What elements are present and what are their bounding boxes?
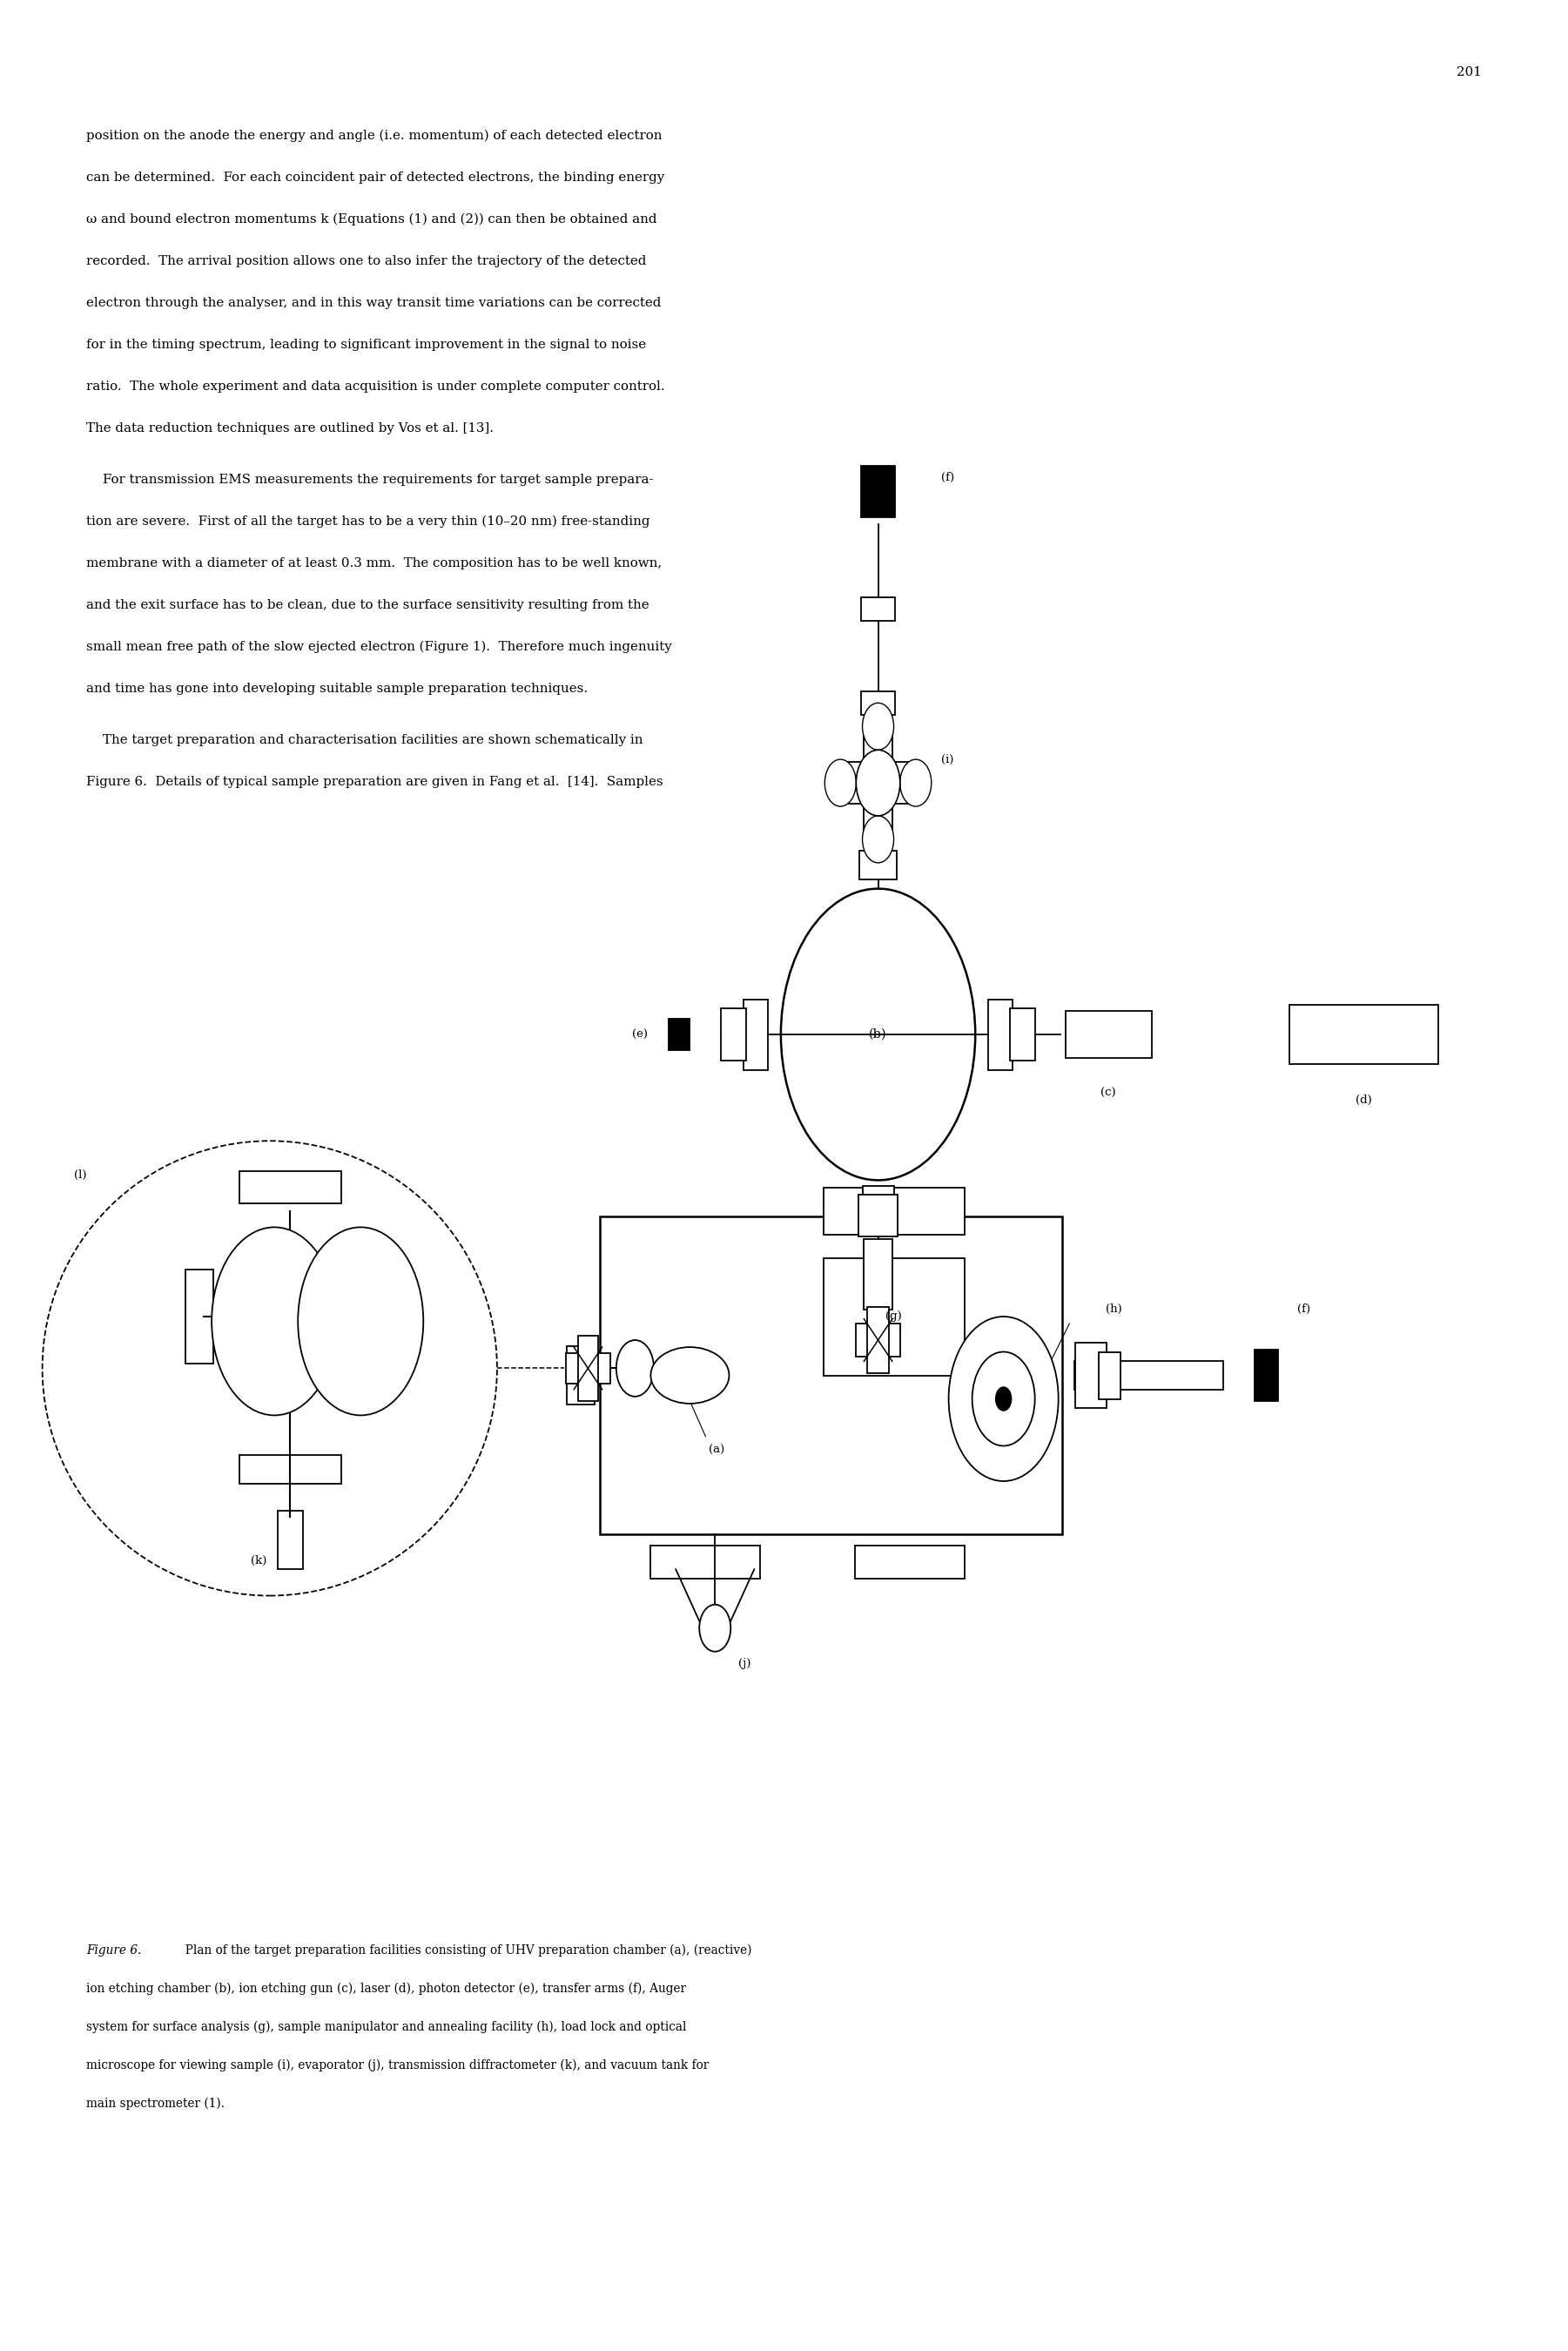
Bar	[1066, 1011, 1151, 1058]
Circle shape	[298, 1227, 423, 1415]
Text: membrane with a diameter of at least 0.3 mm.  The composition has to be well kno: membrane with a diameter of at least 0.3…	[86, 557, 662, 569]
Bar	[238, 1455, 340, 1483]
Text: Plan of the target preparation facilities consisting of UHV preparation chamber : Plan of the target preparation facilitie…	[177, 1944, 751, 1956]
Bar	[867, 1307, 889, 1373]
Text: (j): (j)	[739, 1657, 751, 1669]
Bar	[1289, 1006, 1438, 1063]
Circle shape	[996, 1387, 1011, 1411]
Text: for in the timing spectrum, leading to significant improvement in the signal to : for in the timing spectrum, leading to s…	[86, 339, 646, 350]
Text: (d): (d)	[1356, 1096, 1372, 1105]
Bar	[1074, 1342, 1105, 1408]
Bar	[988, 999, 1013, 1070]
Text: ion etching chamber (b), ion etching gun (c), laser (d), photon detector (e), tr: ion etching chamber (b), ion etching gun…	[86, 1982, 687, 1996]
Bar	[601, 1218, 1062, 1535]
Bar	[823, 1258, 964, 1375]
Text: (f): (f)	[941, 473, 953, 482]
Circle shape	[227, 1251, 321, 1392]
Bar	[743, 999, 768, 1070]
Ellipse shape	[42, 1140, 497, 1596]
Circle shape	[616, 1340, 654, 1396]
Bar	[862, 1187, 894, 1211]
Text: small mean free path of the slow ejected electron (Figure 1).  Therefore much in: small mean free path of the slow ejected…	[86, 642, 673, 654]
Bar	[823, 1187, 964, 1234]
Text: (e): (e)	[632, 1030, 648, 1039]
Bar	[1010, 1009, 1035, 1060]
Bar	[855, 1547, 964, 1580]
Text: For transmission EMS measurements the requirements for target sample prepara-: For transmission EMS measurements the re…	[86, 473, 654, 487]
Circle shape	[862, 703, 894, 750]
Bar	[568, 1345, 594, 1406]
Bar	[1098, 1352, 1120, 1399]
Circle shape	[212, 1227, 337, 1415]
Text: Figure 6.: Figure 6.	[86, 1944, 141, 1956]
Text: ω and bound electron momentums k (Equations (1) and (2)) can then be obtained an: ω and bound electron momentums k (Equati…	[86, 214, 657, 226]
Bar	[861, 691, 895, 715]
Text: (l): (l)	[74, 1168, 86, 1180]
Text: system for surface analysis (g), sample manipulator and annealing facility (h), : system for surface analysis (g), sample …	[86, 2022, 687, 2034]
Bar	[566, 1354, 610, 1382]
Text: The data reduction techniques are outlined by Vos et al. [13].: The data reduction techniques are outlin…	[86, 423, 494, 435]
Text: (k): (k)	[251, 1554, 267, 1566]
Text: tion are severe.  First of all the target has to be a very thin (10–20 nm) free-: tion are severe. First of all the target…	[86, 515, 651, 529]
Bar	[1074, 1361, 1223, 1389]
Bar	[185, 1270, 213, 1364]
Text: (g): (g)	[886, 1312, 902, 1321]
Text: recorded.  The arrival position allows one to also infer the trajectory of the d: recorded. The arrival position allows on…	[86, 254, 646, 268]
Bar	[577, 1335, 597, 1401]
Bar	[861, 597, 895, 621]
Bar	[238, 1171, 340, 1204]
Text: position on the anode the energy and angle (i.e. momentum) of each detected elec: position on the anode the energy and ang…	[86, 129, 662, 141]
Text: (a): (a)	[709, 1446, 724, 1455]
Text: (c): (c)	[1101, 1089, 1116, 1098]
Bar	[668, 1018, 690, 1049]
Text: ratio.  The whole experiment and data acquisition is under complete computer con: ratio. The whole experiment and data acq…	[86, 381, 665, 393]
Ellipse shape	[651, 1347, 729, 1404]
Circle shape	[862, 816, 894, 863]
Bar	[864, 1239, 892, 1310]
Text: and the exit surface has to be clean, due to the surface sensitivity resulting f: and the exit surface has to be clean, du…	[86, 600, 649, 611]
Text: main spectrometer (1).: main spectrometer (1).	[86, 2097, 224, 2111]
Circle shape	[825, 759, 856, 806]
Text: electron through the analyser, and in this way transit time variations can be co: electron through the analyser, and in th…	[86, 296, 662, 308]
Bar	[856, 1324, 900, 1357]
Text: Figure 6.  Details of typical sample preparation are given in Fang et al.  [14].: Figure 6. Details of typical sample prep…	[86, 776, 663, 788]
Circle shape	[856, 750, 900, 816]
Text: microscope for viewing sample (i), evaporator (j), transmission diffractometer (: microscope for viewing sample (i), evapo…	[86, 2059, 709, 2071]
Bar	[864, 726, 892, 839]
Circle shape	[699, 1603, 731, 1650]
Text: and time has gone into developing suitable sample preparation techniques.: and time has gone into developing suitab…	[86, 682, 588, 696]
Circle shape	[900, 759, 931, 806]
Bar	[840, 762, 916, 804]
Bar	[721, 1009, 746, 1060]
Bar	[859, 851, 897, 879]
Text: The target preparation and characterisation facilities are shown schematically i: The target preparation and characterisat…	[86, 734, 643, 745]
Text: (i): (i)	[941, 755, 953, 764]
Text: (f): (f)	[1297, 1305, 1311, 1314]
Circle shape	[949, 1317, 1058, 1481]
Circle shape	[781, 889, 975, 1180]
Bar	[278, 1512, 303, 1570]
Bar	[859, 1194, 897, 1237]
Text: (h): (h)	[1105, 1305, 1121, 1314]
Bar	[651, 1547, 760, 1580]
Circle shape	[314, 1251, 408, 1392]
Circle shape	[972, 1352, 1035, 1446]
Text: can be determined.  For each coincident pair of detected electrons, the binding : can be determined. For each coincident p…	[86, 172, 665, 183]
Text: 201: 201	[1457, 66, 1482, 78]
Bar	[861, 465, 895, 517]
Bar	[1254, 1349, 1278, 1401]
Text: (b): (b)	[869, 1027, 887, 1041]
